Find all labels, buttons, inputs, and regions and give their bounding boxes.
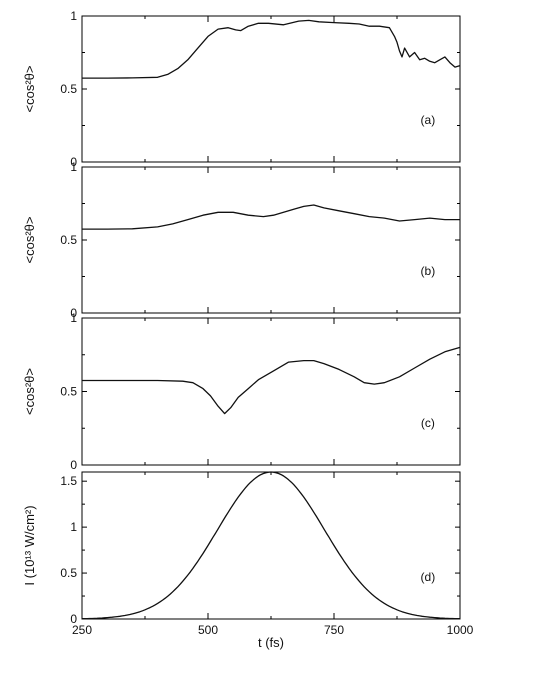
y-axis-label: <cos²θ> (22, 368, 37, 415)
data-series (82, 471, 460, 620)
panel-b: 00.51 <cos²θ> (b) (22, 160, 461, 320)
y-tick-label: 1.5 (60, 474, 77, 488)
x-axis-ticks (81, 318, 461, 465)
panel-label: (d) (421, 570, 436, 584)
y-axis: 00.51 (60, 9, 460, 169)
y-axis: 00.51 (60, 160, 460, 320)
y-axis: 0 0.5 1 1.5 (60, 474, 460, 626)
plot-frame (81, 166, 461, 314)
x-tick-label: 1000 (447, 623, 474, 637)
data-series (82, 204, 460, 230)
y-tick-label: 1 (70, 9, 77, 23)
series-line (82, 204, 460, 230)
panel-label: (b) (421, 264, 436, 278)
y-tick-label: 0.5 (60, 82, 77, 96)
x-axis-ticks (81, 167, 461, 313)
plot-frame (81, 15, 461, 163)
x-axis-ticks (81, 16, 461, 162)
plot-frame (81, 317, 461, 466)
x-axis-label: t (fs) (258, 635, 284, 650)
y-tick-label: 1 (70, 311, 77, 325)
x-axis: 250 500 750 1000 (72, 472, 474, 637)
series-line (82, 471, 460, 620)
panel-d: 0 0.5 1 1.5 250 500 750 1000 I (10¹³ W/cm²) (d… (22, 471, 474, 650)
series-line (82, 346, 461, 415)
y-axis-label: <cos²θ> (22, 66, 37, 113)
y-tick-label: 0 (70, 458, 77, 472)
y-tick-label: 0 (70, 155, 77, 169)
y-tick-label: 0.5 (60, 385, 77, 399)
panel-c: 00.51 <cos²θ> (c) (22, 311, 461, 472)
x-tick-label: 750 (324, 623, 344, 637)
panel-a: 00.51 <cos²θ> (a) (22, 9, 461, 169)
data-series (82, 19, 461, 79)
y-axis-label: I (10¹³ W/cm²) (22, 505, 37, 585)
y-tick-label: 0.5 (60, 566, 77, 580)
y-tick-label: 0 (70, 612, 77, 626)
x-tick-label: 500 (198, 623, 218, 637)
y-tick-label: 1 (70, 520, 77, 534)
y-tick-label: 0 (70, 306, 77, 320)
panel-label: (a) (421, 113, 436, 127)
plot-frame (81, 471, 461, 620)
panel-label: (c) (421, 416, 435, 430)
x-tick-label: 250 (72, 623, 92, 637)
y-axis: 00.51 (60, 311, 460, 472)
series-line (82, 19, 461, 79)
data-series (82, 346, 461, 415)
y-tick-label: 0.5 (60, 233, 77, 247)
y-axis-label: <cos²θ> (22, 217, 37, 264)
y-tick-label: 1 (70, 160, 77, 174)
